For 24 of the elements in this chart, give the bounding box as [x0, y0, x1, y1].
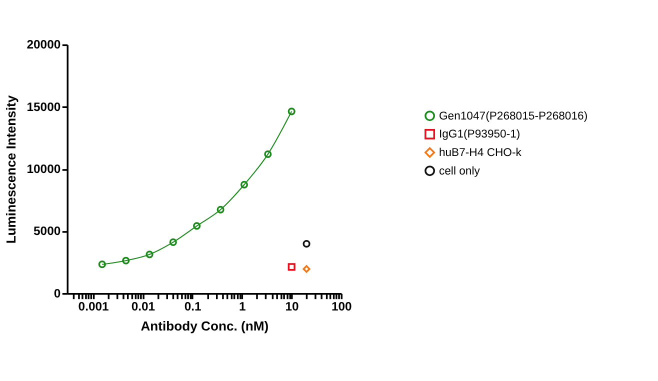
y-tick-label: 0 [54, 286, 61, 300]
point [146, 250, 154, 258]
x-tick-label: 1 [239, 299, 246, 314]
y-tick-label: 15000 [26, 100, 61, 114]
legend-label: Gen1047(P268015-P268016) [438, 110, 588, 122]
point [216, 206, 224, 214]
x-tick-label: 0.01 [131, 299, 156, 314]
x-tick-label: 100 [331, 299, 352, 314]
x-axis-title: Antibody Conc. (nM) [140, 318, 269, 334]
x-tick-label: 10 [285, 299, 300, 314]
legend-label: IgG1(P93950-1) [438, 128, 520, 141]
legend-label: huB7-H4 CHO-k [438, 147, 522, 159]
legend-label: cell only [438, 165, 480, 178]
point [169, 238, 177, 246]
point [264, 150, 272, 158]
point [240, 180, 248, 188]
point [122, 256, 130, 264]
y-axis-title: Luminescence Intensity [3, 94, 18, 244]
y-tick-label: 5000 [33, 224, 61, 238]
x-tick-label: 0.1 [184, 299, 202, 314]
x-tick-label: 0.001 [78, 299, 110, 314]
y-tick-label: 10000 [26, 162, 61, 176]
point [193, 222, 201, 230]
y-tick-label: 20000 [26, 38, 61, 52]
